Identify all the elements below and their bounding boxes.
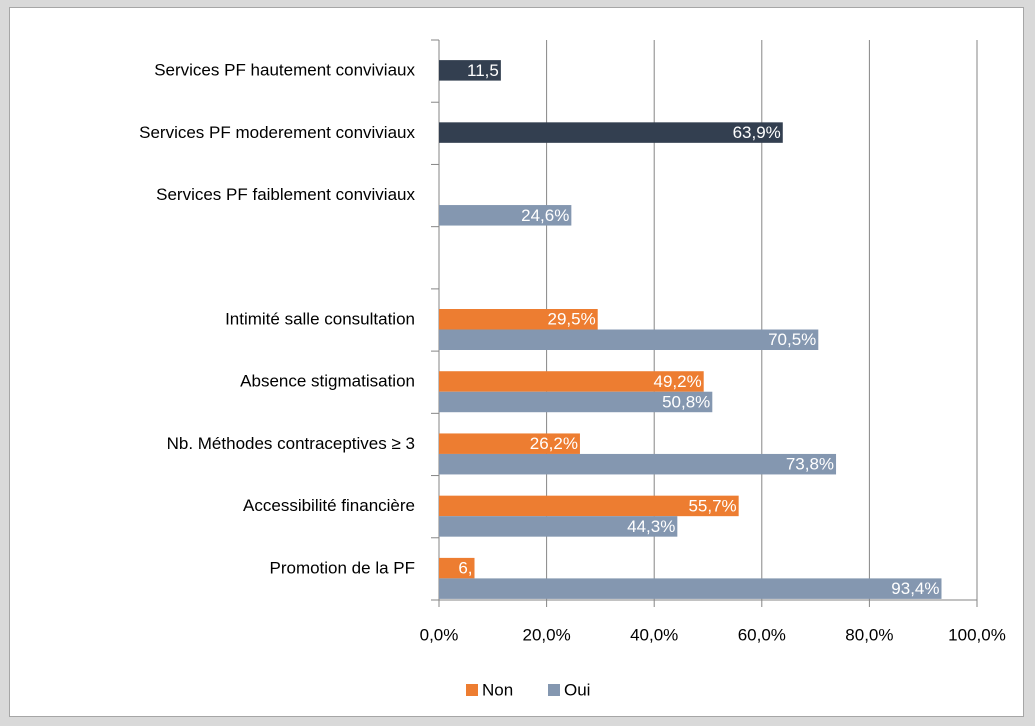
bar bbox=[439, 60, 501, 81]
data-label: 93,4% bbox=[891, 579, 939, 598]
bar bbox=[439, 309, 598, 330]
data-label: 73,8% bbox=[786, 455, 834, 474]
data-label: 29,5% bbox=[548, 310, 596, 329]
y-tick-label: Services PF hautement conviviaux bbox=[154, 61, 415, 80]
bar bbox=[439, 433, 580, 454]
data-label: 26,2% bbox=[530, 434, 578, 453]
bar bbox=[439, 122, 783, 143]
x-tick-label: 0,0% bbox=[420, 625, 459, 644]
data-label: 63,9% bbox=[733, 123, 781, 142]
bar bbox=[439, 557, 475, 579]
bar bbox=[439, 205, 572, 226]
legend-label: Non bbox=[482, 680, 513, 699]
bar bbox=[439, 578, 942, 599]
y-tick-label: Absence stigmatisation bbox=[240, 372, 415, 391]
bar bbox=[439, 453, 837, 475]
y-tick-label: Services PF moderement conviviaux bbox=[139, 123, 415, 142]
x-tick-label: 40,0% bbox=[630, 625, 678, 644]
bar bbox=[439, 495, 739, 517]
data-label: 70,5% bbox=[768, 330, 816, 349]
data-label: 6, bbox=[458, 559, 472, 578]
y-tick-label: Services PF faiblement conviviaux bbox=[156, 185, 415, 204]
data-label: 11,5 bbox=[467, 61, 499, 80]
y-tick-label: Nb. Méthodes contraceptives ≥ 3 bbox=[167, 434, 415, 453]
bar bbox=[439, 516, 678, 537]
x-tick-label: 60,0% bbox=[738, 625, 786, 644]
y-tick-label: Accessibilité financière bbox=[243, 496, 415, 515]
legend-swatch bbox=[466, 684, 478, 696]
x-tick-label: 20,0% bbox=[522, 625, 570, 644]
y-tick-label: Intimité salle consultation bbox=[225, 309, 415, 328]
data-label: 55,7% bbox=[688, 496, 736, 515]
y-tick-label: Promotion de la PF bbox=[269, 558, 415, 577]
bar bbox=[439, 391, 713, 413]
x-tick-label: 100,0% bbox=[948, 625, 1006, 644]
data-label: 44,3% bbox=[627, 517, 675, 536]
x-tick-label: 80,0% bbox=[845, 625, 893, 644]
chart-area bbox=[9, 7, 1024, 717]
data-label: 24,6% bbox=[521, 206, 569, 225]
data-label: 50,8% bbox=[662, 392, 710, 411]
bar bbox=[439, 329, 819, 350]
bar bbox=[439, 371, 704, 392]
data-label: 49,2% bbox=[653, 372, 701, 391]
legend-label: Oui bbox=[564, 680, 590, 699]
legend-swatch bbox=[548, 684, 560, 696]
